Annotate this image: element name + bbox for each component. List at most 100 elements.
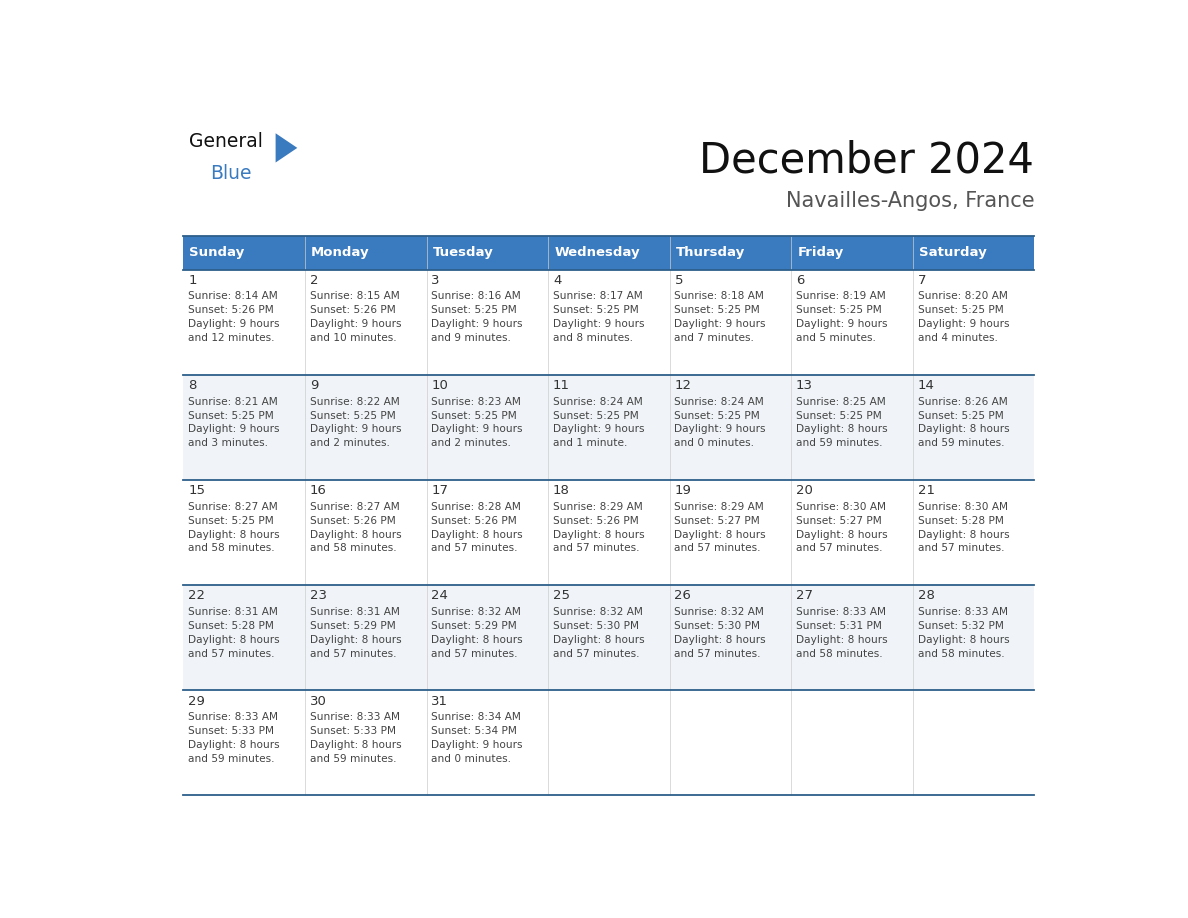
Bar	[426, 480, 548, 585]
Bar	[670, 375, 791, 480]
Text: Sunrise: 8:25 AM: Sunrise: 8:25 AM	[796, 397, 886, 407]
Text: and 57 minutes.: and 57 minutes.	[431, 649, 518, 658]
Text: and 59 minutes.: and 59 minutes.	[917, 438, 1004, 448]
Text: Sunset: 5:32 PM: Sunset: 5:32 PM	[917, 621, 1004, 631]
Text: 17: 17	[431, 484, 448, 498]
Text: 28: 28	[917, 589, 935, 602]
Text: Sunset: 5:26 PM: Sunset: 5:26 PM	[431, 516, 517, 526]
Text: Sunrise: 8:30 AM: Sunrise: 8:30 AM	[917, 502, 1007, 512]
Text: and 58 minutes.: and 58 minutes.	[188, 543, 274, 554]
Text: Daylight: 9 hours: Daylight: 9 hours	[552, 424, 644, 434]
Text: Daylight: 8 hours: Daylight: 8 hours	[552, 530, 645, 540]
Text: 9: 9	[310, 379, 318, 392]
Text: Daylight: 9 hours: Daylight: 9 hours	[188, 424, 279, 434]
Text: Sunrise: 8:33 AM: Sunrise: 8:33 AM	[917, 607, 1007, 617]
Text: Daylight: 9 hours: Daylight: 9 hours	[310, 424, 402, 434]
Text: and 57 minutes.: and 57 minutes.	[796, 543, 883, 554]
Bar	[791, 585, 912, 690]
Text: Navailles-Angos, France: Navailles-Angos, France	[785, 191, 1035, 211]
Text: Sunset: 5:33 PM: Sunset: 5:33 PM	[188, 726, 274, 736]
Text: Sunset: 5:34 PM: Sunset: 5:34 PM	[431, 726, 517, 736]
Bar	[183, 585, 305, 690]
Text: Sunset: 5:29 PM: Sunset: 5:29 PM	[431, 621, 517, 631]
Text: Daylight: 9 hours: Daylight: 9 hours	[310, 319, 402, 330]
Text: Daylight: 8 hours: Daylight: 8 hours	[675, 530, 766, 540]
Text: Friday: Friday	[797, 246, 843, 259]
Text: 12: 12	[675, 379, 691, 392]
Bar	[305, 236, 426, 270]
Text: Sunset: 5:29 PM: Sunset: 5:29 PM	[310, 621, 396, 631]
Text: Sunrise: 8:21 AM: Sunrise: 8:21 AM	[188, 397, 278, 407]
Text: 19: 19	[675, 484, 691, 498]
Bar	[791, 270, 912, 375]
Text: Sunrise: 8:27 AM: Sunrise: 8:27 AM	[310, 502, 399, 512]
Text: Daylight: 8 hours: Daylight: 8 hours	[310, 530, 402, 540]
Bar	[183, 236, 305, 270]
Text: 31: 31	[431, 695, 448, 708]
Text: Daylight: 9 hours: Daylight: 9 hours	[796, 319, 887, 330]
Text: 29: 29	[188, 695, 206, 708]
Text: and 58 minutes.: and 58 minutes.	[310, 543, 397, 554]
Text: 24: 24	[431, 589, 448, 602]
Text: Daylight: 8 hours: Daylight: 8 hours	[188, 530, 280, 540]
Text: Sunrise: 8:14 AM: Sunrise: 8:14 AM	[188, 292, 278, 301]
Text: Sunset: 5:25 PM: Sunset: 5:25 PM	[552, 410, 639, 420]
Text: and 57 minutes.: and 57 minutes.	[675, 649, 762, 658]
Text: Sunset: 5:25 PM: Sunset: 5:25 PM	[431, 306, 517, 316]
Bar	[912, 236, 1035, 270]
Text: General: General	[189, 131, 263, 151]
Text: Sunrise: 8:33 AM: Sunrise: 8:33 AM	[796, 607, 886, 617]
Text: Sunrise: 8:31 AM: Sunrise: 8:31 AM	[188, 607, 278, 617]
Text: 7: 7	[917, 274, 927, 286]
Text: and 9 minutes.: and 9 minutes.	[431, 333, 511, 343]
Bar	[670, 236, 791, 270]
Bar	[670, 690, 791, 796]
Text: Sunrise: 8:26 AM: Sunrise: 8:26 AM	[917, 397, 1007, 407]
Text: Daylight: 8 hours: Daylight: 8 hours	[310, 634, 402, 644]
Text: 1: 1	[188, 274, 197, 286]
Text: and 4 minutes.: and 4 minutes.	[917, 333, 998, 343]
Text: Daylight: 8 hours: Daylight: 8 hours	[796, 424, 887, 434]
Text: and 2 minutes.: and 2 minutes.	[310, 438, 390, 448]
Text: and 8 minutes.: and 8 minutes.	[552, 333, 633, 343]
Bar	[426, 375, 548, 480]
Text: and 58 minutes.: and 58 minutes.	[796, 649, 883, 658]
Bar	[670, 585, 791, 690]
Text: and 0 minutes.: and 0 minutes.	[675, 438, 754, 448]
Text: 18: 18	[552, 484, 570, 498]
Text: Sunset: 5:26 PM: Sunset: 5:26 PM	[310, 516, 396, 526]
Text: Daylight: 9 hours: Daylight: 9 hours	[675, 424, 766, 434]
Text: Sunset: 5:27 PM: Sunset: 5:27 PM	[675, 516, 760, 526]
Bar	[426, 270, 548, 375]
Text: December 2024: December 2024	[700, 140, 1035, 182]
Bar	[912, 270, 1035, 375]
Bar	[183, 690, 305, 796]
Text: Sunrise: 8:24 AM: Sunrise: 8:24 AM	[552, 397, 643, 407]
Bar	[183, 270, 305, 375]
Text: Sunset: 5:25 PM: Sunset: 5:25 PM	[917, 410, 1004, 420]
Text: Sunrise: 8:16 AM: Sunrise: 8:16 AM	[431, 292, 522, 301]
Bar	[791, 690, 912, 796]
Text: and 59 minutes.: and 59 minutes.	[310, 754, 397, 764]
Text: Sunrise: 8:15 AM: Sunrise: 8:15 AM	[310, 292, 399, 301]
Bar	[912, 690, 1035, 796]
Text: Sunset: 5:27 PM: Sunset: 5:27 PM	[796, 516, 881, 526]
Text: and 3 minutes.: and 3 minutes.	[188, 438, 268, 448]
Bar	[305, 690, 426, 796]
Text: Sunset: 5:26 PM: Sunset: 5:26 PM	[188, 306, 274, 316]
Text: and 5 minutes.: and 5 minutes.	[796, 333, 876, 343]
Text: Sunrise: 8:23 AM: Sunrise: 8:23 AM	[431, 397, 522, 407]
Bar	[305, 375, 426, 480]
Text: 14: 14	[917, 379, 935, 392]
Bar	[426, 236, 548, 270]
Text: Sunrise: 8:33 AM: Sunrise: 8:33 AM	[188, 712, 278, 722]
Text: and 57 minutes.: and 57 minutes.	[675, 543, 762, 554]
Bar	[426, 585, 548, 690]
Polygon shape	[276, 133, 297, 162]
Text: Daylight: 8 hours: Daylight: 8 hours	[310, 740, 402, 750]
Text: 8: 8	[188, 379, 196, 392]
Text: Sunset: 5:26 PM: Sunset: 5:26 PM	[310, 306, 396, 316]
Text: Daylight: 8 hours: Daylight: 8 hours	[917, 634, 1010, 644]
Text: Daylight: 8 hours: Daylight: 8 hours	[796, 530, 887, 540]
Text: and 59 minutes.: and 59 minutes.	[188, 754, 274, 764]
